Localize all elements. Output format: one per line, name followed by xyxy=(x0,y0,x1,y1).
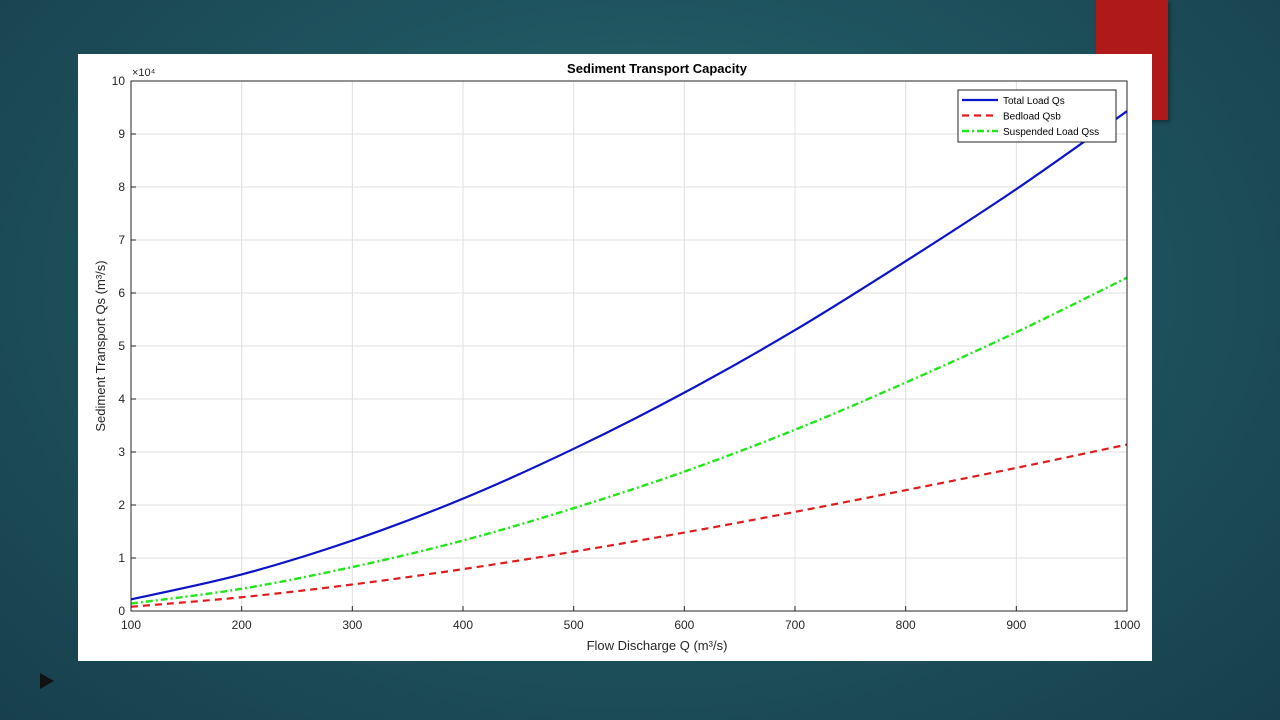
series-line-total-load-qs xyxy=(130,110,1128,601)
x-tick-label: 700 xyxy=(785,618,805,632)
y-tick-label: 1 xyxy=(118,551,125,565)
y-tick-label: 4 xyxy=(118,392,125,406)
y-tick-label: 5 xyxy=(118,339,125,353)
series-line-suspended-load-qss xyxy=(130,276,1128,605)
y-tick-label: 0 xyxy=(118,604,125,618)
y-tick-label: 3 xyxy=(118,445,125,459)
legend-entry-label: Total Load Qs xyxy=(1003,96,1065,107)
slide-arrow-icon xyxy=(40,673,54,689)
x-tick-label: 600 xyxy=(674,618,694,632)
chart-title: Sediment Transport Capacity xyxy=(567,61,748,76)
grid-layer xyxy=(130,80,1128,612)
y-tick-label: 9 xyxy=(118,127,125,141)
x-tick-label: 500 xyxy=(564,618,584,632)
legend-entry-label: Suspended Load Qss xyxy=(1003,127,1099,138)
x-tick-label: 900 xyxy=(1006,618,1026,632)
x-tick-label: 800 xyxy=(896,618,916,632)
legend-box xyxy=(957,89,1117,143)
y-tick-label: 7 xyxy=(118,233,125,247)
x-tick-label: 1000 xyxy=(1114,618,1141,632)
y-tick-label: 10 xyxy=(112,74,126,88)
sediment-transport-chart: 100 200 300 400 500 600 700 800 900 1000 0 1 2 3 4 5 6 7 8… xyxy=(93,61,1141,653)
x-axis-label: Flow Discharge Q (m³/s) xyxy=(587,638,728,653)
series-line-bedload-qsb xyxy=(130,443,1128,608)
legend: Total Load Qs Bedload Qsb Suspended Load Q… xyxy=(957,89,1117,143)
series-layer xyxy=(130,110,1128,608)
legend-entry-label: Bedload Qsb xyxy=(1003,112,1061,123)
figure-panel: 100 200 300 400 500 600 700 800 900 1000 0 1 2 3 4 5 6 7 8… xyxy=(78,54,1152,661)
y-tick-label: 2 xyxy=(118,498,125,512)
y-axis-label: Sediment Transport Qs (m³/s) xyxy=(93,260,108,431)
x-tick-label: 300 xyxy=(342,618,362,632)
x-tick-label: 100 xyxy=(121,618,141,632)
x-tick-label: 400 xyxy=(453,618,473,632)
y-tick-label: 8 xyxy=(118,180,125,194)
x-tick-label: 200 xyxy=(232,618,252,632)
ticks-layer: 100 200 300 400 500 600 700 800 900 1000 0 1 2 3 4 5 6 7 8… xyxy=(112,74,1141,632)
y-tick-label: 6 xyxy=(118,286,125,300)
y-exponent-label: ×10⁴ xyxy=(132,67,156,79)
